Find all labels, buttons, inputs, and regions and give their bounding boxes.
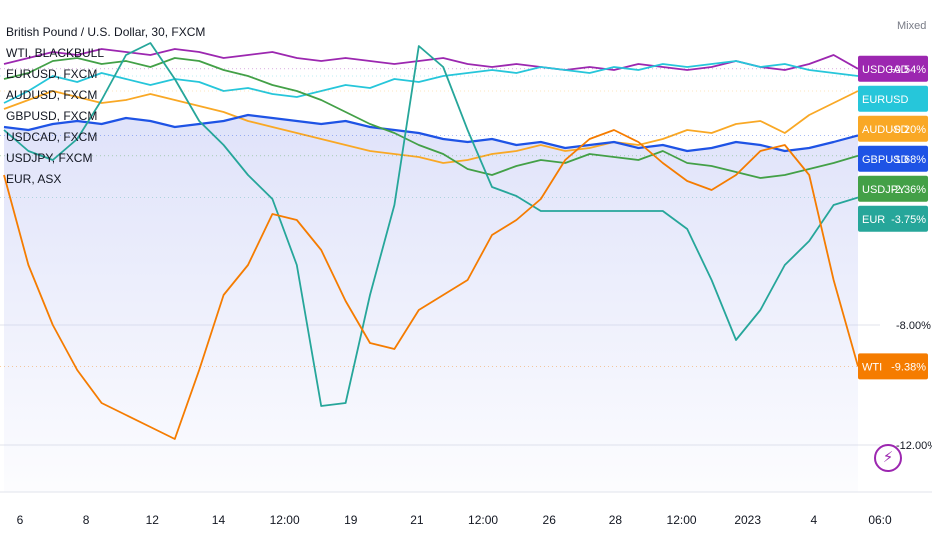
legend-item[interactable]: EUR, ASX [6, 172, 62, 186]
badge-symbol: EURUSD [862, 94, 909, 106]
series-line-gbpusd [3, 113, 859, 153]
badge-value: -9.38% [891, 361, 926, 373]
y-axis: -8.00% -12.00% [896, 320, 932, 452]
x-axis: 6 8 12 14 12:00 19 21 12:00 26 28 12:00 2023 4 06:0 [0, 491, 932, 527]
badge-bg [858, 205, 928, 232]
lightning-icon[interactable]: ⚡ [874, 444, 902, 472]
x-tick-label: 14 [212, 513, 226, 527]
badge-wti: WTI -9.38% [858, 353, 928, 380]
x-tick-label: 12:00 [468, 513, 498, 527]
x-tick-label: 19 [344, 513, 358, 527]
legend-item[interactable]: EURUSD, FXCM [6, 67, 98, 81]
legend-item[interactable]: USDJPY, FXCM [6, 151, 93, 165]
badge-bg [858, 175, 928, 202]
x-tick-label: 06:0 [868, 513, 892, 527]
legend-item[interactable]: GBPUSD, FXCM [6, 109, 98, 123]
y-tick-label: -12.00% [896, 440, 932, 452]
badge-bg [858, 145, 928, 172]
legend-item[interactable]: USDCAD, FXCM [6, 130, 98, 144]
legend-item[interactable]: British Pound / U.S. Dollar, 30, FXCM [6, 25, 206, 39]
x-tick-label: 12:00 [667, 513, 697, 527]
series-line-eurusd [3, 60, 859, 104]
badge-bg [858, 353, 928, 380]
badge-audusd: AUDUSD-0.20% [858, 115, 928, 142]
series-line-usdjpy [3, 57, 859, 179]
x-tick-label: 4 [811, 513, 818, 527]
scale-mode-label[interactable]: Mixed [897, 20, 927, 32]
badge-value: +0.54% [888, 64, 926, 76]
badge-symbol: AUDUSD [862, 124, 909, 136]
x-tick-label: 12 [146, 513, 160, 527]
x-tick-label: 26 [543, 513, 557, 527]
badge-symbol: EUR [862, 214, 885, 226]
y-tick-label: -8.00% [896, 320, 931, 332]
badge-symbol: USDJPY [862, 184, 906, 196]
badge-bg [858, 85, 928, 112]
last-value-badges: USDCAD+0.54% EURUSD AUDUSD-0.20% GBPUSD-1.6… [858, 55, 928, 380]
badge-value: -3.75% [891, 214, 926, 226]
badge-symbol: WTI [862, 361, 882, 373]
badge-symbol: USDCAD [862, 64, 909, 76]
x-tick-label: 2023 [734, 513, 761, 527]
badge-value: -1.68% [891, 154, 926, 166]
badge-eurusd: EURUSD [858, 85, 928, 112]
series-line-usdcad [3, 48, 859, 71]
series-line-eur [3, 42, 859, 407]
series-line-audusd [3, 90, 859, 164]
x-tick-label: 8 [83, 513, 90, 527]
badge-bg [858, 55, 928, 82]
badge-value: -0.20% [891, 124, 926, 136]
series-lines [0, 42, 860, 440]
badge-usdcad: USDCAD+0.54% [858, 55, 928, 82]
x-tick-label: 6 [17, 513, 24, 527]
legend-item[interactable]: AUDUSD, FXCM [6, 88, 98, 102]
badge-value: -2.36% [891, 184, 926, 196]
badge-usdjpy: USDJPY-2.36% [858, 175, 928, 202]
x-tick-label: 28 [609, 513, 623, 527]
x-tick-label: 12:00 [270, 513, 300, 527]
chart-legend: British Pound / U.S. Dollar, 30, FXCM WT… [6, 22, 205, 190]
badge-bg [858, 115, 928, 142]
x-tick-label: 21 [410, 513, 424, 527]
badge-gbpusd: GBPUSD-1.68% [858, 145, 928, 172]
legend-item[interactable]: WTI, BLACKBULL [6, 46, 105, 60]
badge-symbol: GBPUSD [862, 154, 909, 166]
badge-eur: EUR -3.75% [858, 205, 928, 232]
series-line-wti [3, 129, 859, 440]
